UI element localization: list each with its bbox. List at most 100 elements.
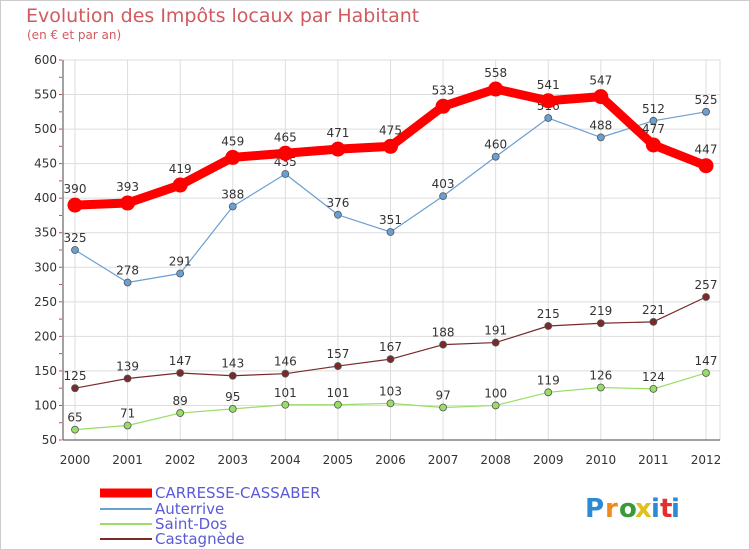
data-label: 101 — [274, 386, 297, 400]
data-point — [225, 149, 241, 165]
data-label: 95 — [225, 390, 240, 404]
data-point — [228, 405, 237, 413]
data-point — [491, 401, 500, 410]
data-point — [123, 421, 132, 430]
data-label: 188 — [432, 326, 455, 340]
series-castagn-de: 125 139 147 143 146 157 167 188 191 215 219 221 257 — [64, 278, 718, 393]
data-point — [228, 202, 237, 211]
logo-letter: P — [585, 494, 604, 524]
data-label: 471 — [326, 126, 349, 140]
x-tick-label: 2003 — [217, 453, 248, 467]
legend: CARRESSE-CASSABERAuterriveSaint-DosCasta… — [100, 484, 321, 548]
data-point — [596, 319, 605, 328]
y-tick-label: 250 — [34, 295, 57, 309]
data-label: 390 — [64, 182, 87, 196]
data-label: 459 — [221, 134, 244, 148]
data-point — [649, 384, 658, 393]
y-tick-label: 350 — [34, 226, 57, 240]
data-point — [123, 278, 132, 287]
data-point — [593, 89, 609, 105]
data-point — [649, 116, 658, 125]
data-label: 533 — [432, 83, 455, 97]
data-label: 97 — [435, 389, 450, 403]
data-point — [330, 141, 346, 157]
data-label: 351 — [379, 213, 402, 227]
data-label: 376 — [326, 196, 349, 210]
data-point — [491, 338, 500, 347]
logo-letter: t — [660, 494, 672, 524]
logo-letter: r — [605, 494, 618, 524]
axes: 50 100 150 200 250 300 350 400 450 500 550 600 2000 2… — [34, 53, 721, 467]
data-label: 541 — [537, 78, 560, 92]
data-label: 147 — [695, 354, 718, 368]
series-saint-dos: 65 71 89 95 101 101 103 97 100 119 126 124 147 — [67, 354, 718, 434]
y-tick-label: 50 — [42, 433, 57, 447]
data-point — [386, 399, 395, 408]
data-label: 125 — [64, 369, 87, 383]
y-tick-label: 150 — [34, 364, 57, 378]
data-point — [120, 195, 136, 211]
x-tick-label: 2008 — [480, 453, 511, 467]
data-point — [439, 340, 447, 349]
x-tick-label: 2000 — [60, 453, 91, 467]
data-label: 143 — [221, 357, 244, 371]
data-label: 278 — [116, 263, 139, 277]
data-label: 460 — [484, 138, 507, 152]
data-label: 167 — [379, 340, 402, 354]
data-point — [491, 152, 500, 161]
legend-label: Saint-Dos — [155, 515, 227, 533]
data-label: 103 — [379, 384, 402, 398]
y-tick-label: 100 — [34, 398, 57, 412]
data-point — [71, 425, 79, 434]
y-tick-label: 550 — [34, 88, 57, 102]
data-label: 119 — [537, 373, 560, 387]
data-point — [176, 369, 185, 377]
data-point — [176, 409, 185, 417]
data-label: 221 — [642, 303, 665, 317]
data-point — [334, 400, 342, 409]
data-label: 101 — [326, 386, 349, 400]
data-label: 419 — [169, 162, 192, 176]
legend-label: CARRESSE-CASSABER — [155, 484, 321, 502]
data-label: 71 — [120, 406, 135, 420]
data-point — [649, 317, 658, 326]
data-point — [228, 371, 237, 380]
data-label: 124 — [642, 370, 665, 384]
data-point — [544, 388, 553, 397]
data-point — [172, 177, 188, 193]
data-point — [281, 369, 290, 378]
x-tick-label: 2004 — [270, 453, 301, 467]
data-label: 525 — [695, 93, 718, 107]
data-label: 488 — [589, 118, 612, 132]
data-label: 219 — [589, 304, 612, 318]
data-label: 435 — [274, 155, 297, 169]
data-point — [123, 374, 132, 383]
data-point — [702, 293, 710, 301]
logo-letter: o — [619, 494, 637, 524]
data-label: 157 — [326, 347, 349, 361]
x-tick-label: 2005 — [323, 453, 354, 467]
x-tick-label: 2012 — [691, 453, 722, 467]
data-label: 139 — [116, 360, 139, 374]
x-tick-label: 2006 — [375, 453, 406, 467]
data-label: 465 — [274, 130, 297, 144]
logo-letter: x — [635, 494, 652, 524]
data-label: 447 — [695, 143, 718, 157]
data-point — [71, 384, 79, 393]
series-auterrive: 325278291388435376351403460516488512525 — [64, 93, 718, 287]
data-point — [383, 138, 398, 154]
y-tick-label: 300 — [34, 260, 57, 274]
data-point — [439, 192, 447, 201]
data-point — [544, 114, 553, 122]
data-point — [176, 269, 185, 278]
data-label: 257 — [695, 278, 718, 292]
chart-subtitle: (en € et par an) — [27, 28, 121, 42]
data-label: 100 — [484, 386, 507, 400]
data-point — [334, 362, 342, 370]
data-label: 512 — [642, 102, 665, 116]
data-label: 65 — [67, 411, 82, 425]
logo-letter: i — [651, 494, 660, 524]
data-point — [281, 170, 290, 178]
data-point — [435, 98, 451, 114]
